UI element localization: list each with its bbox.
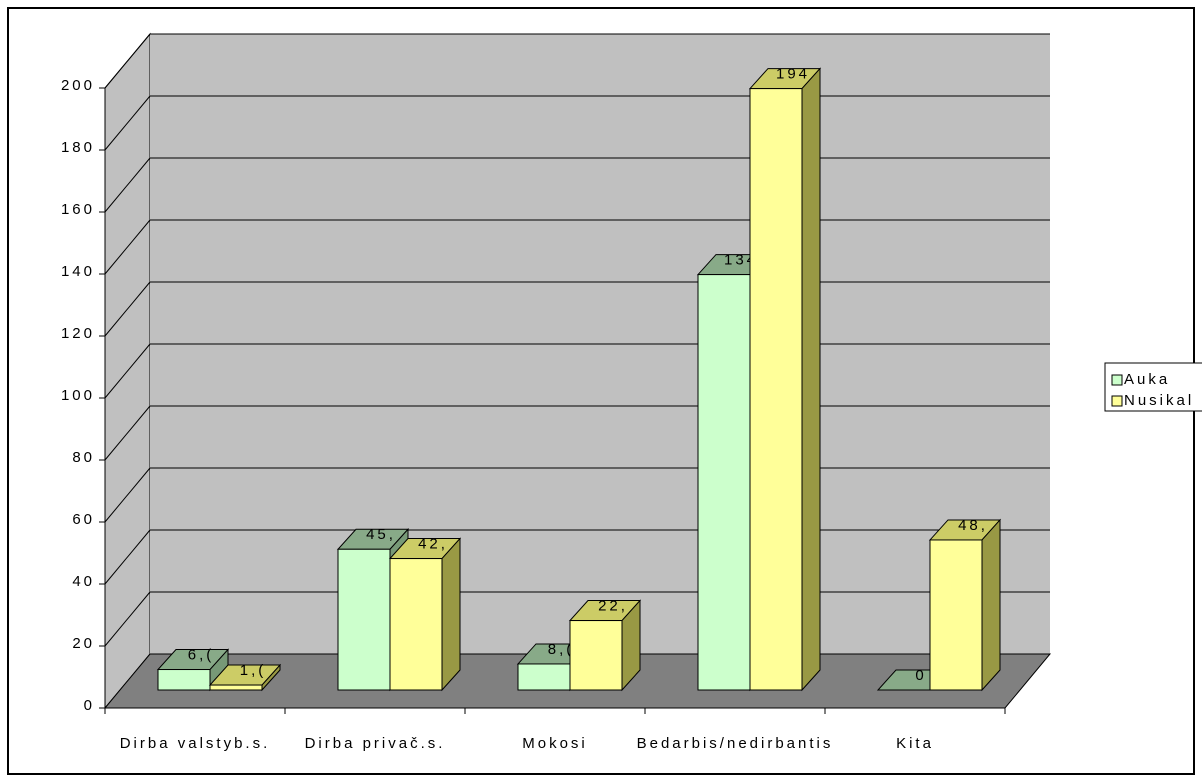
- grid-line: [104, 281, 151, 337]
- grid-line: [104, 343, 151, 399]
- x-tick-label: Dirba privač.s.: [305, 735, 446, 752]
- grid-line: [104, 95, 151, 151]
- grid-line: [104, 591, 151, 647]
- y-tick-label: 80: [72, 449, 95, 466]
- grid-line: [104, 33, 151, 89]
- x-tick-label: Dirba valstyb.s.: [120, 735, 271, 752]
- legend-label: Nusikal: [1124, 392, 1194, 409]
- grid-line: [104, 157, 151, 213]
- grid-line: [104, 467, 151, 523]
- y-tick-label: 20: [72, 635, 95, 652]
- y-tick-label: 40: [72, 573, 95, 590]
- data-label: 134: [724, 252, 758, 269]
- data-label: 22,: [598, 598, 628, 615]
- data-label: 8,(: [548, 641, 575, 658]
- bar-side: [981, 518, 1001, 692]
- y-tick-label: 60: [72, 511, 95, 528]
- data-label: 48,: [958, 517, 988, 534]
- bar-side: [801, 67, 821, 692]
- bar: [157, 669, 211, 691]
- y-tick-label: 140: [61, 263, 95, 280]
- x-tick-label: Kita: [896, 735, 934, 752]
- y-tick-label: 0: [84, 697, 95, 714]
- grid-line: [104, 405, 151, 461]
- data-label: 194: [776, 66, 810, 83]
- data-label: 42,: [418, 536, 448, 553]
- bar: [697, 274, 751, 691]
- x-tick-label: Bedarbis/nedirbantis: [637, 735, 834, 752]
- y-tick-label: 120: [61, 325, 95, 342]
- y-tick-label: 200: [61, 77, 95, 94]
- bar: [929, 539, 983, 691]
- bar: [337, 548, 391, 691]
- bar: [569, 620, 623, 691]
- bar: [749, 88, 803, 691]
- data-label: 0: [915, 667, 926, 684]
- legend-label: Auka: [1124, 371, 1170, 388]
- legend-swatch: [1111, 395, 1123, 407]
- y-tick-label: 160: [61, 201, 95, 218]
- bar-side: [441, 537, 461, 692]
- grid-line: [104, 219, 151, 275]
- data-label: 6,(: [188, 647, 215, 664]
- bar: [389, 558, 443, 691]
- legend-swatch: [1111, 374, 1123, 386]
- y-tick-label: 100: [61, 387, 95, 404]
- x-tick-label: Mokosi: [522, 735, 588, 752]
- data-label: 1,(: [240, 662, 267, 679]
- grid-line: [104, 529, 151, 585]
- y-tick-label: 180: [61, 139, 95, 156]
- bar: [209, 684, 263, 691]
- data-label: 45,: [366, 526, 396, 543]
- bar: [517, 663, 571, 691]
